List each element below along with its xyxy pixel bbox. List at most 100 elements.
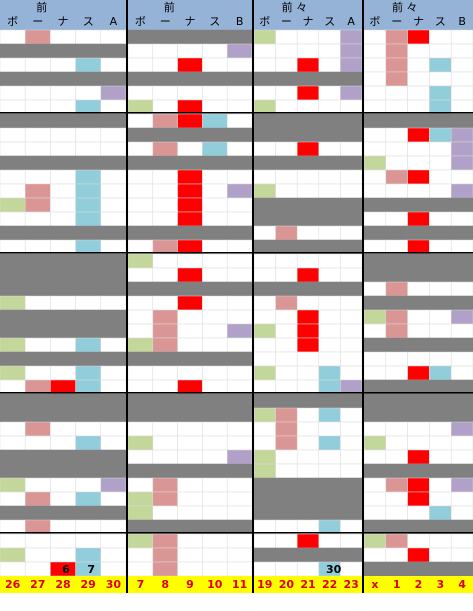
cell [100,113,127,129]
cell [318,239,341,255]
cell [340,197,363,213]
cell [407,477,430,493]
cell [50,407,76,423]
cell [75,267,102,283]
cell [340,379,363,395]
cell [450,421,473,437]
cell [407,533,430,549]
cell [100,43,127,59]
cell [429,155,452,171]
cell [363,211,387,227]
cell [202,113,228,129]
cell [253,519,276,535]
cell [296,533,320,549]
cell [177,239,203,255]
cell [50,183,76,199]
cell [202,169,228,185]
cell [385,113,408,129]
cell [253,435,276,451]
cell [152,57,178,73]
cell [385,127,408,143]
cell [296,365,320,381]
cell [75,127,102,143]
cell [24,183,51,199]
cell [50,141,76,157]
cell [0,309,26,325]
cell [363,225,387,241]
cell [0,253,26,269]
cell [226,477,253,493]
footer [364,576,473,593]
cell [385,253,408,269]
cell [24,99,51,115]
cell [100,323,127,339]
cell [24,309,51,325]
cell [407,519,430,535]
cell [100,547,127,563]
cell [100,393,127,409]
cell [363,183,387,199]
cell [177,351,203,367]
cell [177,253,203,269]
cell [253,183,276,199]
column-header: ナ [58,15,69,28]
cell [100,127,127,143]
panel-separator [362,0,364,593]
cell [253,57,276,73]
cell [50,253,76,269]
cell [450,337,473,353]
cell [100,169,127,185]
cell [429,295,452,311]
cell [318,197,341,213]
cell [152,337,178,353]
cell [202,533,228,549]
cell [0,183,26,199]
cell [296,477,320,493]
cell [340,85,363,101]
footer-number: 23 [344,578,359,591]
cell [177,379,203,395]
cell [275,183,298,199]
cell [100,505,127,521]
cell [385,239,408,255]
cell [340,225,363,241]
cell [253,281,276,297]
cell [275,211,298,227]
cell [226,561,253,577]
cell [296,309,320,325]
cell [363,491,387,507]
cell [0,477,26,493]
cell [177,477,203,493]
column-header: ナ [185,15,196,28]
cell [0,323,26,339]
cell [127,169,154,185]
cell [450,43,473,59]
cell [24,281,51,297]
cell [296,155,320,171]
cell [50,113,76,129]
cell [296,323,320,339]
cell [177,225,203,241]
cell [340,141,363,157]
cell [450,29,473,45]
cell [253,421,276,437]
cell [0,71,26,87]
cell [226,463,253,479]
cell [127,323,154,339]
cell [296,99,320,115]
cell [450,141,473,157]
cell [275,421,298,437]
cell [275,127,298,143]
cell [75,449,102,465]
cell [296,295,320,311]
cell [152,547,178,563]
cell [296,561,320,577]
cell [152,393,178,409]
cell [385,337,408,353]
cell [24,29,51,45]
cell [318,323,341,339]
cell [429,113,452,129]
cell [50,99,76,115]
cell [253,365,276,381]
cell [450,211,473,227]
